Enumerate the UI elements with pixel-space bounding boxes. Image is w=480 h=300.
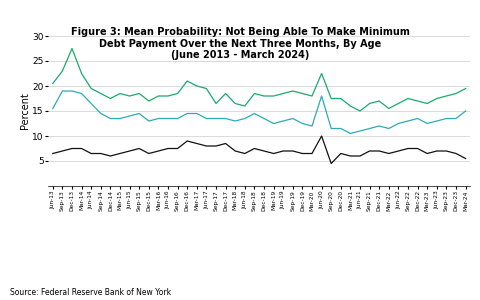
Text: Figure 3: Mean Probability: Not Being Able To Make Minimum
Debt Payment Over the: Figure 3: Mean Probability: Not Being Ab… (71, 27, 409, 60)
Text: Source: Federal Reserve Bank of New York: Source: Federal Reserve Bank of New York (10, 288, 171, 297)
Y-axis label: Percent: Percent (20, 93, 30, 129)
